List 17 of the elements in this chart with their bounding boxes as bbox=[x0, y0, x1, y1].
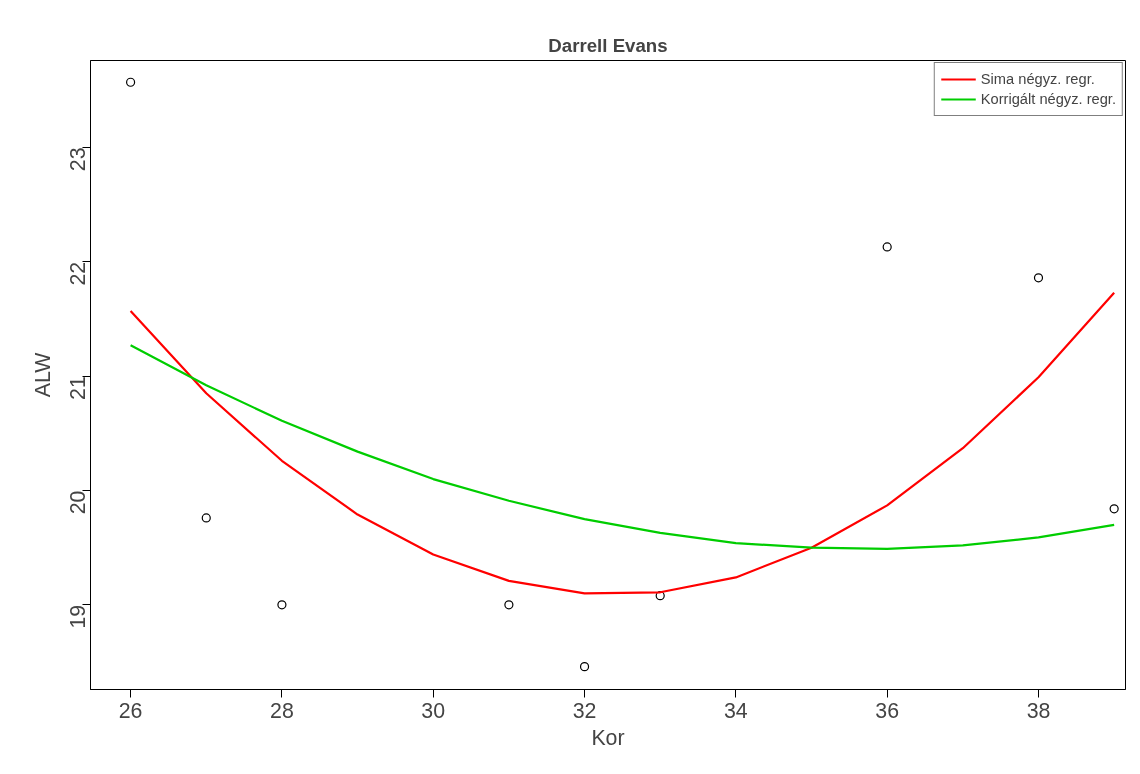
y-tick-label: 19 bbox=[66, 604, 90, 629]
y-tick-label: 23 bbox=[66, 147, 90, 172]
x-tick-label: 34 bbox=[724, 698, 748, 723]
y-tick-label: 22 bbox=[66, 261, 90, 286]
legend-label: Korrigált négyz. regr. bbox=[980, 91, 1116, 107]
x-tick-label: 30 bbox=[421, 698, 446, 723]
y-tick-label: 21 bbox=[66, 376, 90, 400]
x-tick-label: 28 bbox=[270, 698, 294, 723]
y-axis-title: ALW bbox=[30, 351, 55, 398]
x-tick-label: 32 bbox=[572, 698, 597, 723]
x-tick-label: 26 bbox=[118, 698, 143, 723]
legend-label: Sima négyz. regr. bbox=[980, 71, 1095, 87]
x-tick-label: 38 bbox=[1026, 698, 1051, 723]
x-axis-title: Kor bbox=[591, 725, 625, 750]
x-tick-label: 36 bbox=[875, 698, 900, 723]
y-tick-label: 20 bbox=[66, 490, 90, 515]
chart-title: Darrell Evans bbox=[548, 34, 668, 56]
